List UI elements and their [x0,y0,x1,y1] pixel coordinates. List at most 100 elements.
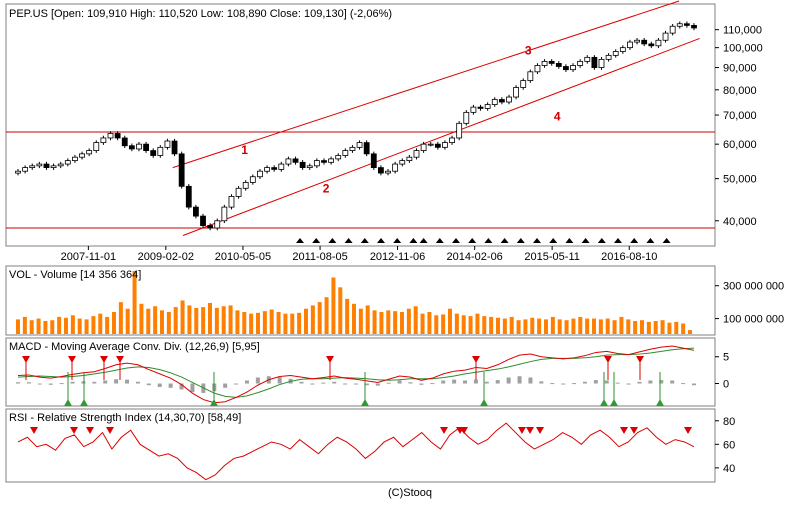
volume-bar [461,315,466,334]
volume-bar [646,321,651,334]
price-tick-label: 60,000 [723,139,757,151]
volume-bar [64,317,68,334]
macd-histogram-bar [125,379,130,384]
candle-up [456,122,463,139]
volume-bar [633,321,638,334]
signal-marker [312,238,321,243]
volume-bar [585,318,590,334]
volume-bar [118,302,123,334]
macd-histogram-bar [430,383,435,385]
volume-bar [221,306,226,334]
volume-bar [297,312,302,334]
candle-up [257,170,263,178]
date-tick-label: 2015-05-11 [524,251,579,263]
rsi-overbought-marker [620,427,628,434]
candle-up [228,196,235,208]
sell-signal-marker [100,356,108,363]
candle-up [64,160,71,165]
candle-up [605,54,612,60]
volume-bar [605,318,610,334]
candle-up [285,158,292,165]
volume-bar [310,305,315,334]
sell-signal-marker [472,356,480,363]
candle-up [93,142,100,151]
volume-bar [290,313,295,334]
volume-bar [276,312,281,334]
macd-line [17,345,695,404]
volume-bar [640,320,644,334]
macd-histogram-bar [16,382,20,384]
macd-histogram-bar [375,383,380,386]
volume-bar [36,318,41,334]
candle-up [463,111,470,124]
volume-bar [345,298,350,334]
volume-bar [201,307,206,334]
rsi-overbought-marker [456,427,464,434]
volume-bar [214,307,219,334]
macd-frame [5,337,716,407]
signal-marker [533,238,541,243]
candle-down [150,150,157,156]
candle-down [363,142,370,155]
volume-bar [358,308,363,334]
signal-marker [344,238,353,243]
candle-down [498,99,505,103]
rsi-tick-label: 40 [723,463,735,475]
candle-up [157,146,164,156]
volume-bar [338,287,343,334]
macd-tick-label: 5 [723,352,729,364]
volume-bar [324,297,329,334]
candle-up [676,23,683,27]
volume-bar [125,308,130,334]
candle-up [541,60,548,66]
rsi-overbought-marker [536,427,544,434]
volume-panel: 300 000 000 100 000 000 VOL - Volume [14 3… [5,265,784,336]
macd-histogram-bar [48,383,53,385]
volume-bar [393,311,398,334]
volume-bar [406,308,411,334]
candle-up [328,158,334,163]
volume-bar [77,318,82,334]
candle-up [655,39,662,47]
macd-histogram-bar [648,380,653,384]
date-tick-label: 2010-05-05 [215,251,271,263]
price-frame [5,3,716,247]
volume-bar [537,318,542,334]
candle-up [29,165,36,169]
price-title-bg [7,5,413,20]
price-tick-label: 100,000 [723,43,763,55]
candle-up [242,182,249,189]
candle-up [506,96,512,103]
candle-up [356,142,363,148]
price-tick-label: 70,000 [723,110,757,122]
volume-bar [667,322,672,334]
price-title: PEP.US [Open: 109,910 High: 110,520 Low:… [9,8,392,20]
price-panel: 110,000 100,000 90,000 80,000 70,000 60,000 50… [5,0,763,263]
wave-label: 4 [554,110,561,124]
trend-channel-upper [172,0,680,169]
volume-bar [84,319,89,334]
signal-marker [484,238,493,243]
candle-up [420,143,427,151]
candle-down [563,66,569,71]
candle-up [264,167,270,172]
candle-down [200,215,206,226]
signal-marker [581,238,590,243]
macd-histogram-bar [386,382,391,384]
volume-bar [132,270,137,334]
macd-histogram-bar [441,380,446,384]
sell-signal-marker [604,356,612,363]
candle-up [36,163,43,167]
rsi-line [17,422,695,481]
volume-bar [242,312,247,334]
volume-bar [166,312,171,334]
macd-histogram-bar [234,383,239,385]
macd-histogram-bar [223,383,228,388]
signal-marker [419,238,428,243]
macd-histogram-bar [582,381,587,384]
candle-up [164,140,171,148]
copyright-footer: (C)Stooq [388,487,432,499]
volume-bar [57,316,62,334]
candle-down [555,63,562,67]
